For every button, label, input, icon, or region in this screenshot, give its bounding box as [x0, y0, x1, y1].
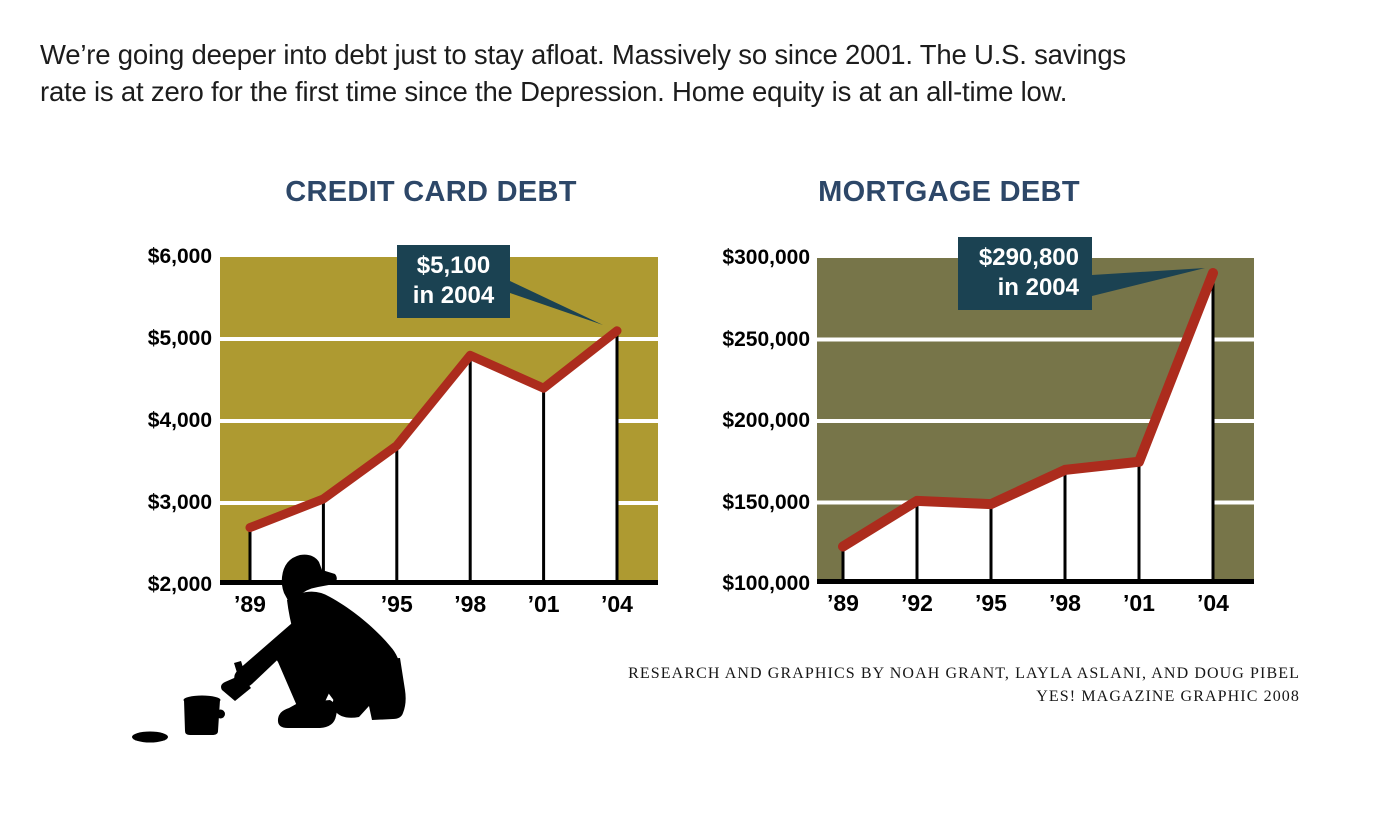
brush-head	[221, 675, 251, 701]
x-axis-label: ’01	[527, 591, 560, 617]
data-point-drop-line	[468, 355, 472, 585]
data-point-drop-line	[841, 546, 845, 584]
data-point-drop-line	[321, 498, 325, 585]
headline-line-2: rate is at zero for the first time since…	[40, 76, 1068, 107]
x-axis-label: ’95	[380, 591, 413, 617]
data-point-drop-line	[542, 388, 546, 585]
x-axis-label: ’04	[1197, 590, 1229, 616]
kneeling-painter-silhouette	[132, 554, 406, 743]
painter-figure	[221, 554, 406, 728]
mortgage-callout: $290,800 in 2004	[958, 237, 1092, 310]
x-axis-label: ’98	[454, 591, 487, 617]
y-axis-label: $5,000	[147, 327, 212, 350]
gridline	[817, 419, 1254, 423]
x-axis-label: ’95	[975, 590, 1007, 616]
debt-trend-line	[245, 326, 622, 533]
mortgage-chart-title: MORTGAGE DEBT	[818, 176, 1080, 208]
x-axis-label: ’92	[901, 590, 933, 616]
callout-pointer	[1092, 268, 1205, 296]
paint-spill	[132, 731, 168, 743]
y-axis-label: $200,000	[722, 409, 810, 432]
credit-card-chart-title: CREDIT CARD DEBT	[285, 176, 577, 208]
credit-card-callout: $5,100 in 2004	[397, 245, 510, 318]
debt-trend-line	[838, 267, 1218, 552]
x-axis-line	[817, 579, 1254, 584]
data-point-drop-line	[615, 330, 619, 585]
paint-can	[183, 695, 225, 735]
gridline	[817, 337, 1254, 342]
data-point-drop-line	[989, 504, 993, 584]
y-axis-label: $100,000	[722, 572, 810, 595]
attribution-line-1: RESEARCH AND GRAPHICS BY NOAH GRANT, LAY…	[628, 665, 1300, 682]
mortgage-callout-year: in 2004	[997, 274, 1079, 301]
gridline	[220, 337, 658, 341]
data-point-drop-line	[248, 527, 252, 585]
y-axis-label: $3,000	[147, 491, 212, 514]
brush-handle	[234, 661, 245, 676]
credit-card-callout-year: in 2004	[412, 282, 495, 309]
data-point-drop-line	[1211, 272, 1215, 584]
data-point-drop-line	[1137, 461, 1141, 584]
under-curve-fill	[250, 330, 617, 585]
attribution-line-2: YES! MAGAZINE GRAPHIC 2008	[1036, 688, 1300, 705]
data-point-drop-line	[915, 500, 919, 584]
y-axis-label: $150,000	[722, 490, 810, 514]
x-axis-label: ’01	[1123, 590, 1155, 616]
headline: We’re going deeper into debt just to sta…	[40, 36, 1300, 110]
y-axis-label: $4,000	[147, 409, 212, 432]
y-axis-label: $2,000	[147, 573, 212, 596]
mortgage-callout-value: $290,800	[978, 244, 1079, 271]
mortgage-plot-area	[817, 258, 1254, 584]
y-axis-label: $6,000	[147, 245, 212, 268]
credit-card-callout-value: $5,100	[416, 252, 491, 279]
x-axis-label: ’89	[234, 591, 266, 617]
headline-line-1: We’re going deeper into debt just to sta…	[40, 39, 1126, 70]
data-point-drop-line	[395, 445, 399, 585]
x-axis-label: ’98	[1049, 590, 1081, 616]
callout-pointer	[510, 281, 603, 325]
y-axis-label: $300,000	[722, 246, 810, 269]
x-axis-line	[220, 580, 658, 585]
attribution: RESEARCH AND GRAPHICS BY NOAH GRANT, LAY…	[628, 662, 1300, 708]
y-axis-label: $250,000	[722, 327, 810, 351]
x-axis-label: ’89	[827, 590, 859, 616]
data-point-drop-line	[1063, 469, 1067, 584]
x-axis-label: ’04	[601, 591, 633, 617]
